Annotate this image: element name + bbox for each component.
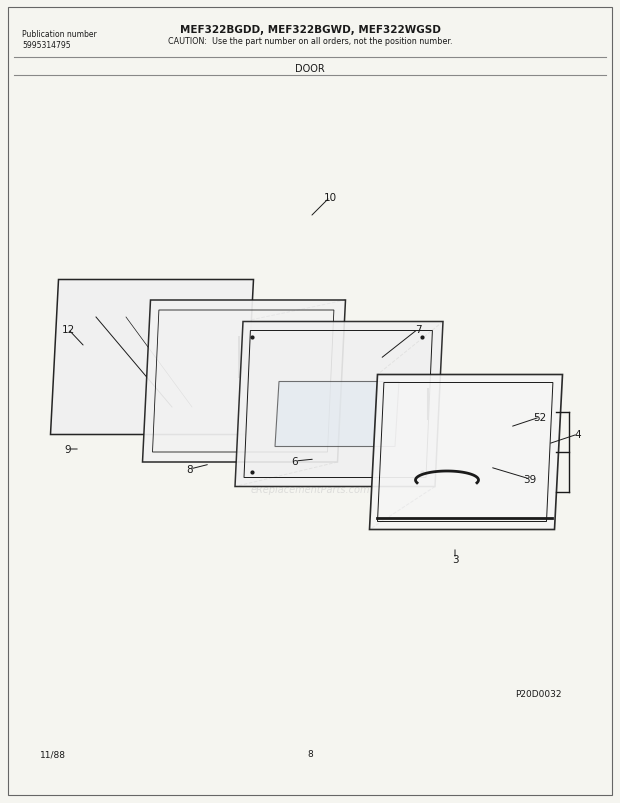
Text: eReplacementParts.com: eReplacementParts.com [250, 484, 370, 495]
Text: 7: 7 [415, 324, 422, 335]
Polygon shape [235, 322, 443, 487]
Text: 4: 4 [575, 430, 582, 439]
Polygon shape [143, 300, 345, 463]
Text: 5995314795: 5995314795 [22, 41, 71, 50]
Text: MEF322BGDD, MEF322BGWD, MEF322WGSD: MEF322BGDD, MEF322BGWD, MEF322WGSD [180, 25, 440, 35]
Text: 12: 12 [61, 324, 74, 335]
Polygon shape [275, 382, 399, 447]
Text: Publication number: Publication number [22, 30, 97, 39]
Text: 52: 52 [533, 413, 547, 422]
Polygon shape [370, 375, 562, 530]
Text: CAUTION:  Use the part number on all orders, not the position number.: CAUTION: Use the part number on all orde… [168, 37, 452, 46]
Text: 9: 9 [64, 444, 71, 454]
Text: 3: 3 [452, 554, 458, 565]
Text: 8: 8 [187, 464, 193, 475]
Text: 11/88: 11/88 [40, 749, 66, 759]
Polygon shape [50, 280, 254, 435]
Text: DOOR: DOOR [295, 64, 325, 74]
Text: P20D0032: P20D0032 [515, 690, 561, 699]
Text: 39: 39 [523, 475, 537, 484]
Text: 10: 10 [324, 193, 337, 202]
Text: 8: 8 [307, 749, 313, 759]
Text: 6: 6 [291, 456, 298, 467]
